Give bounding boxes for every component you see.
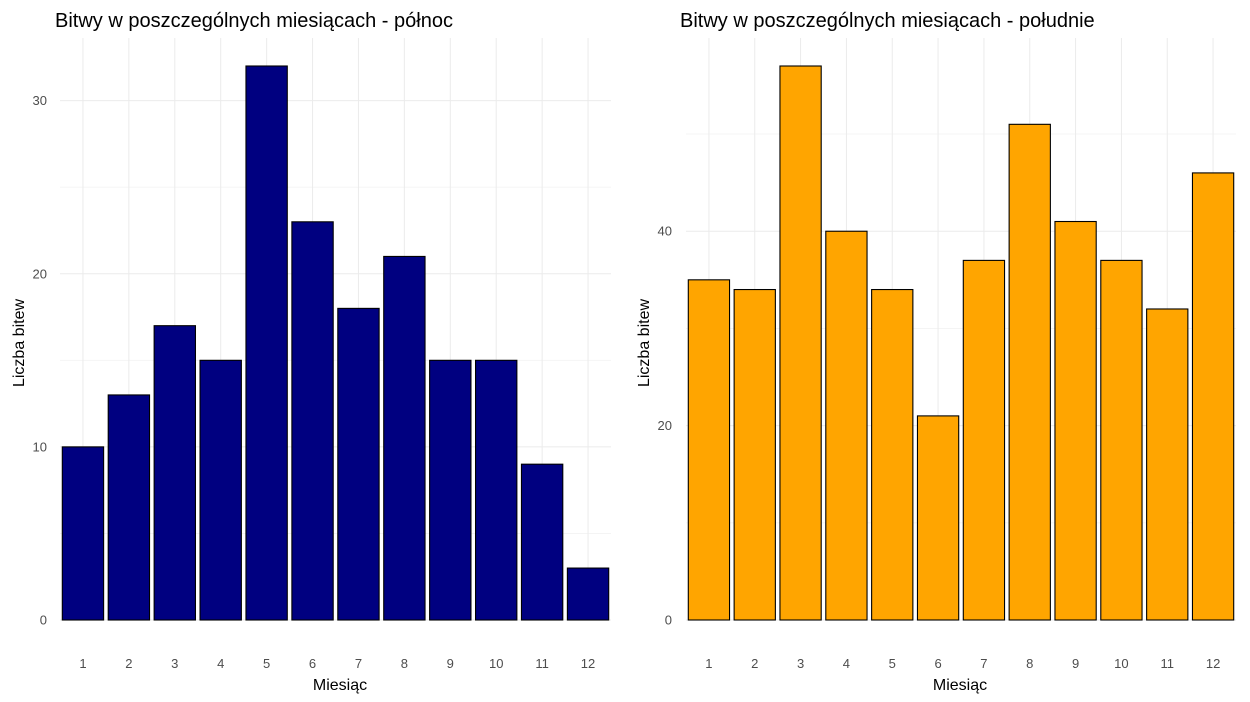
- bar-month-8: [1008, 123, 1051, 621]
- y-tick-label: 20: [33, 266, 47, 281]
- bar-month-11: [1146, 308, 1189, 621]
- x-tick-label: 11: [1161, 656, 1175, 671]
- x-axis-title: Miesiąc: [313, 677, 367, 694]
- bar-month-8: [383, 255, 426, 621]
- x-tick-label: 8: [1026, 656, 1033, 671]
- y-tick-labels: 0 10 20 30: [33, 93, 47, 627]
- bars: [61, 65, 610, 621]
- bar-month-1: [687, 279, 731, 621]
- y-tick-label: 0: [40, 613, 47, 628]
- x-tick-label: 2: [751, 656, 758, 671]
- x-tick-labels: 1 2 3 4 5 6 7 8 9 10 11 12: [705, 656, 1220, 671]
- x-tick-label: 9: [447, 656, 454, 671]
- x-tick-label: 3: [797, 656, 804, 671]
- y-axis-title: Liczba bitew: [11, 299, 28, 387]
- bar-month-9: [429, 359, 472, 621]
- x-tick-label: 12: [1206, 656, 1220, 671]
- chart-title: Bitwy w poszczególnych miesiącach - połu…: [680, 10, 1095, 32]
- x-tick-label: 5: [263, 656, 270, 671]
- bar-month-10: [474, 359, 518, 621]
- bar-month-1: [61, 446, 105, 621]
- x-tick-label: 4: [843, 656, 850, 671]
- chart-panel-south: Bitwy w poszczególnych miesiącach - połu…: [636, 10, 1236, 694]
- x-tick-label: 1: [79, 656, 86, 671]
- x-tick-label: 11: [535, 656, 549, 671]
- bar-month-12: [1191, 172, 1235, 621]
- bar-month-7: [337, 307, 380, 621]
- x-tick-label: 12: [581, 656, 595, 671]
- x-tick-label: 4: [217, 656, 224, 671]
- bar-month-2: [107, 394, 151, 621]
- bar-month-4: [199, 359, 242, 621]
- chart-title: Bitwy w poszczególnych miesiącach - półn…: [55, 10, 453, 32]
- x-tick-label: 8: [401, 656, 408, 671]
- y-tick-labels: 0 20 40: [658, 224, 672, 628]
- bar-month-6: [291, 221, 334, 621]
- x-tick-label: 9: [1072, 656, 1079, 671]
- y-tick-label: 10: [33, 439, 47, 454]
- chart-panel-north: Bitwy w poszczególnych miesiącach - półn…: [11, 10, 611, 694]
- x-tick-label: 2: [125, 656, 132, 671]
- x-tick-label: 6: [309, 656, 316, 671]
- x-tick-label: 7: [355, 656, 362, 671]
- y-tick-label: 30: [33, 93, 47, 108]
- bar-month-3: [153, 325, 197, 621]
- x-tick-label: 7: [980, 656, 987, 671]
- y-tick-label: 0: [665, 613, 672, 628]
- bar-month-4: [825, 230, 868, 621]
- bar-month-6: [916, 415, 960, 621]
- x-tick-label: 1: [705, 656, 712, 671]
- x-axis-title: Miesiąc: [933, 677, 987, 694]
- y-axis-title: Liczba bitew: [636, 299, 653, 387]
- x-tick-label: 10: [489, 656, 503, 671]
- bar-month-5: [871, 288, 914, 621]
- bar-month-12: [566, 567, 610, 621]
- bar-month-5: [245, 65, 288, 621]
- x-tick-label: 6: [934, 656, 941, 671]
- bar-month-3: [779, 65, 822, 621]
- x-tick-label: 3: [171, 656, 178, 671]
- bar-month-2: [733, 288, 776, 621]
- y-tick-label: 40: [658, 224, 672, 239]
- bar-month-10: [1100, 259, 1143, 621]
- bar-month-9: [1054, 220, 1097, 621]
- bar-month-11: [520, 463, 564, 621]
- bars: [687, 65, 1235, 621]
- y-tick-label: 20: [658, 418, 672, 433]
- x-tick-labels: 1 2 3 4 5 6 7 8 9 10 11 12: [79, 656, 595, 671]
- x-tick-label: 10: [1114, 656, 1128, 671]
- x-tick-label: 5: [889, 656, 896, 671]
- bar-month-7: [962, 259, 1006, 621]
